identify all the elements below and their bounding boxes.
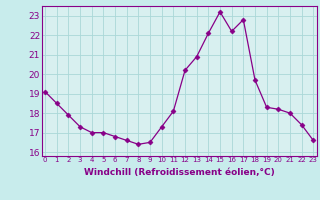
X-axis label: Windchill (Refroidissement éolien,°C): Windchill (Refroidissement éolien,°C) [84, 168, 275, 177]
